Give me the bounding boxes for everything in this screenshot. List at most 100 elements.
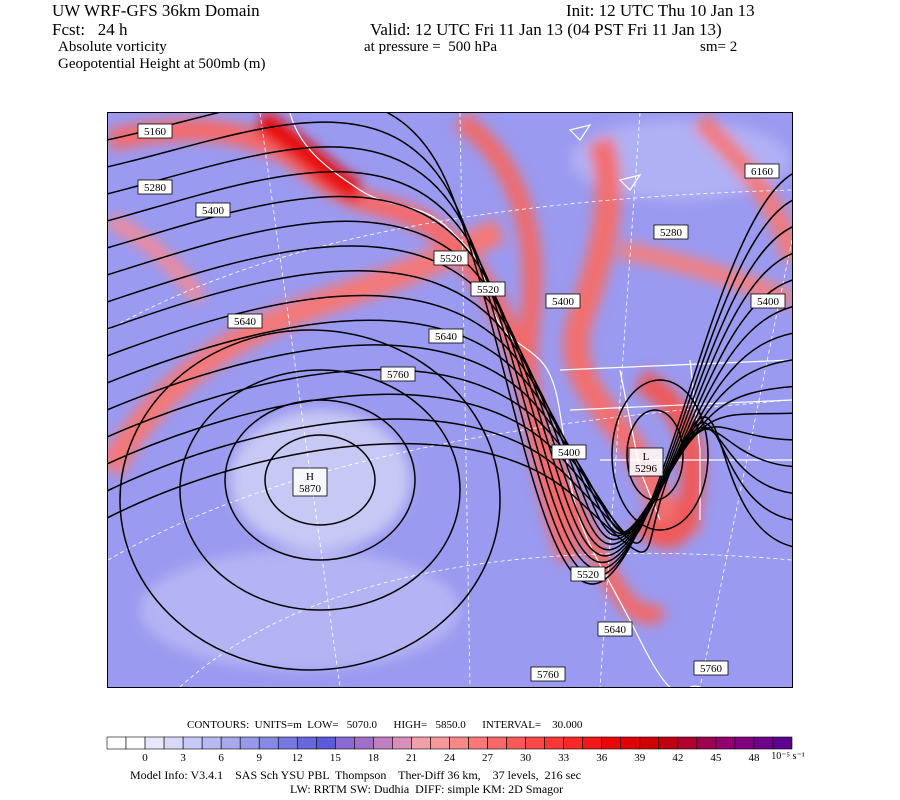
colorbar-tick-label: 45: [710, 752, 722, 764]
high-value: 5870: [299, 483, 322, 495]
contour-label: 5760: [387, 369, 410, 381]
contour-label-box: [653, 224, 689, 240]
low-value: 5296: [635, 463, 658, 475]
contour-label: 5400: [757, 296, 780, 308]
colorbar-tick-label: 36: [596, 752, 608, 764]
forecast-hour: Fcst: 24 h: [52, 20, 128, 39]
contour-labels: 5160 5280 5400 5520 5520 5640 5640 5760 5400 5280…: [137, 123, 786, 682]
contour-label: 5520: [477, 284, 500, 296]
colorbar-tick-label: 0: [142, 752, 148, 764]
contour-label-box: [433, 250, 469, 266]
contour-line: [119, 329, 501, 671]
colorbar-box: [182, 736, 203, 750]
colorbar-tick-label: 15: [330, 752, 342, 764]
height-contours: [108, 113, 792, 671]
colorbar-box: [335, 736, 355, 750]
colorbar-box: [734, 736, 755, 750]
contour-line: [224, 399, 416, 561]
contour-line: [108, 416, 792, 553]
colorbar-box: [506, 736, 526, 750]
contour-label-box: [693, 660, 729, 676]
colorbar-box: [525, 736, 545, 750]
contour-label: 5640: [604, 624, 627, 636]
colorbar-box: [163, 736, 184, 750]
colorbar-box: [430, 736, 450, 750]
contour-label-box: [428, 328, 464, 344]
map-frame: [107, 112, 793, 688]
colorbar-box: [620, 736, 641, 750]
contour-label: 5520: [440, 253, 463, 265]
colorbar-box: [220, 736, 241, 750]
colorbar-tick-label: 39: [634, 752, 646, 764]
colorbar-box: [658, 736, 679, 750]
physics-info: LW: RRTM SW: Dudhia DIFF: simple KM: 2D …: [290, 782, 564, 796]
colorbar-box: [772, 736, 793, 750]
colorbar-box: [696, 736, 717, 750]
field-1: Absolute vorticity: [58, 39, 167, 55]
contour-label-box: [470, 281, 506, 297]
colorbar-tick-label: 24: [444, 752, 456, 764]
colorbar-box: [601, 736, 622, 750]
contour-label-box: [380, 366, 416, 382]
colorbar-box: [258, 736, 279, 750]
low-symbol: L: [643, 451, 650, 463]
contour-label: 5400: [202, 205, 225, 217]
contour-label-box: [744, 163, 780, 179]
contour-label-box: [227, 313, 263, 329]
colorbar-box: [296, 736, 317, 750]
colorbar-box: [201, 736, 222, 750]
contour-label-box: [137, 179, 173, 195]
contour-label: 5640: [234, 316, 257, 328]
colorbar-tick-label: 6: [218, 752, 224, 764]
title: UW WRF-GFS 36km Domain: [52, 1, 260, 20]
colorbar-box: [277, 736, 298, 750]
contour-line: [108, 121, 792, 578]
colorbar-box: [125, 736, 146, 750]
colorbar-tick-label: 21: [406, 752, 417, 764]
contour-line: [108, 170, 792, 564]
colorbar-box: [449, 736, 469, 750]
model-info: Model Info: V3.4.1 SAS Sch YSU PBL Thomp…: [130, 768, 581, 782]
colorbar-box: [354, 736, 374, 750]
colorbar-box: [544, 736, 564, 750]
contour-info: CONTOURS: UNITS=m LOW= 5070.0 HIGH= 5850…: [187, 719, 583, 731]
colorbar-tick-label: 3: [180, 752, 186, 764]
colorbar-box: [392, 736, 412, 750]
valid-time: Valid: 12 UTC Fri 11 Jan 13 (04 PST Fri …: [370, 20, 722, 39]
colorbar-box: [639, 736, 660, 750]
pressure-level: at pressure = 500 hPa: [364, 39, 498, 55]
contour-label: 5760: [537, 669, 560, 681]
contour-label: 5640: [435, 331, 458, 343]
colorbar-box: [753, 736, 774, 750]
colorbar-tick-label: 30: [520, 752, 532, 764]
contour-label-box: [597, 621, 633, 637]
colorbar-tick-label: 9: [256, 752, 262, 764]
colorbar-box: [715, 736, 736, 750]
colorbar-box: [468, 736, 488, 750]
colorbar-box: [563, 736, 583, 750]
colorbar-tick-label: 27: [482, 752, 494, 764]
contour-label: 5400: [558, 447, 581, 459]
high-symbol: H: [306, 471, 314, 483]
colorbar: 0 3 6 9 12 15 18 21 24 27 30 33 36 39 42 45 48 10⁻⁵ s⁻¹: [106, 736, 805, 764]
contour-label: 5400: [552, 296, 575, 308]
contour-label-box: [750, 293, 786, 309]
contour-line: [108, 195, 792, 557]
colorbar-box: [677, 736, 698, 750]
colorbar-box: [144, 736, 165, 750]
smoothing: sm= 2: [700, 39, 738, 55]
colorbar-box: [239, 736, 260, 750]
contour-line: [611, 379, 709, 531]
contour-label: 5520: [577, 569, 600, 581]
contour-label-box: [195, 202, 231, 218]
contour-label-box: [570, 566, 606, 582]
contour-line: [179, 369, 461, 611]
colorbar-tick-label: 33: [558, 752, 570, 764]
colorbar-box: [316, 736, 336, 750]
colorbar-tick-label: 12: [292, 752, 303, 764]
contour-line: [264, 434, 376, 526]
contour-label: 5760: [700, 663, 723, 675]
contour-label-box: [137, 123, 173, 139]
contour-label: 5280: [144, 182, 167, 194]
